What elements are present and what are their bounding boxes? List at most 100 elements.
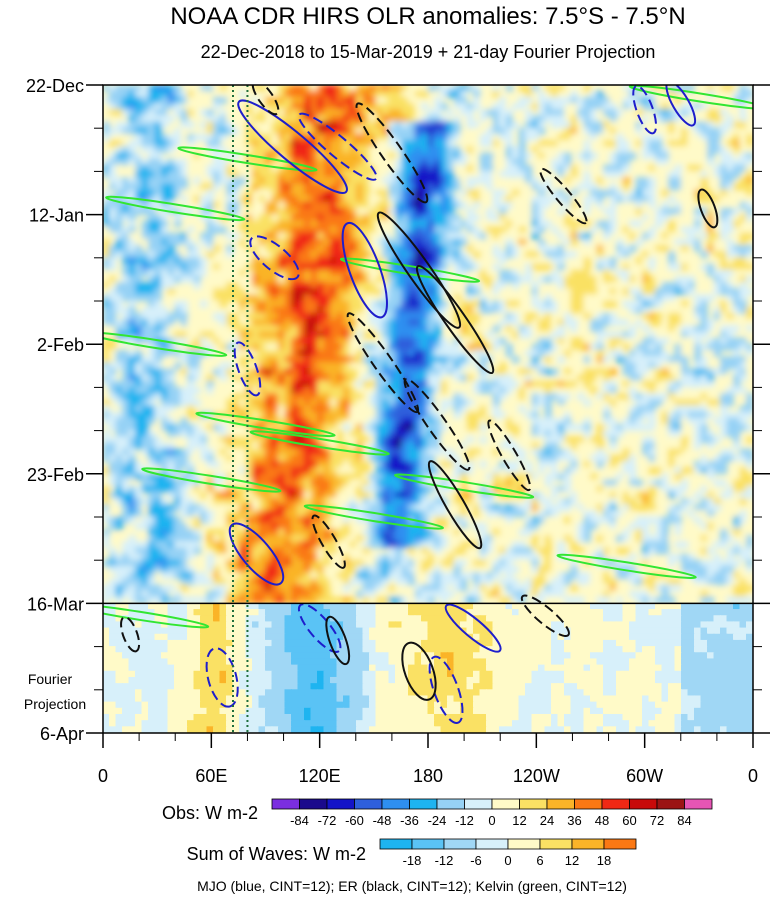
obs-cell bbox=[375, 85, 383, 92]
obs-cell bbox=[109, 96, 117, 105]
obs-cell bbox=[291, 343, 299, 351]
obs-cell bbox=[544, 103, 552, 111]
obs-cell bbox=[414, 214, 422, 222]
obs-cell bbox=[427, 201, 435, 209]
obs-cell bbox=[226, 405, 234, 413]
obs-cell bbox=[421, 343, 429, 351]
obs-cell bbox=[414, 436, 422, 444]
obs-cell bbox=[525, 121, 533, 129]
obs-cell bbox=[421, 238, 429, 246]
obs-cell bbox=[687, 374, 695, 382]
obs-cell bbox=[252, 195, 260, 203]
obs-cell bbox=[466, 183, 474, 191]
obs-cell bbox=[317, 195, 325, 203]
obs-cell bbox=[557, 430, 565, 438]
obs-cell bbox=[687, 263, 695, 271]
obs-cell bbox=[700, 140, 708, 148]
obs-cell bbox=[674, 380, 682, 388]
obs-cell bbox=[356, 312, 364, 321]
obs-cell bbox=[414, 177, 422, 185]
obs-cell bbox=[668, 220, 676, 228]
obs-cell bbox=[161, 331, 169, 339]
obs-cell bbox=[642, 220, 650, 228]
obs-cell bbox=[103, 133, 110, 142]
obs-cell bbox=[635, 411, 643, 419]
obs-cell bbox=[154, 393, 162, 401]
obs-cell bbox=[499, 374, 507, 382]
obs-cell bbox=[336, 368, 344, 376]
obs-cell bbox=[596, 90, 604, 98]
obs-cell bbox=[583, 177, 591, 185]
obs-cell bbox=[746, 183, 753, 191]
obs-cell bbox=[265, 411, 273, 419]
obs-cell bbox=[122, 275, 130, 284]
obs-cell bbox=[395, 183, 403, 191]
obs-cell bbox=[336, 152, 344, 160]
obs-cell bbox=[330, 393, 338, 401]
obs-cell bbox=[375, 411, 383, 419]
obs-cell bbox=[232, 177, 240, 185]
obs-cell bbox=[570, 374, 578, 382]
obs-cell bbox=[486, 263, 494, 271]
obs-cell bbox=[635, 423, 643, 432]
obs-cell bbox=[414, 319, 422, 327]
obs-cell bbox=[265, 423, 273, 432]
obs-cell bbox=[135, 121, 143, 129]
obs-cell bbox=[596, 374, 604, 382]
obs-cell bbox=[239, 127, 247, 135]
obs-cell bbox=[278, 257, 286, 265]
obs-cell bbox=[583, 288, 591, 296]
obs-cell bbox=[297, 195, 305, 203]
obs-cell bbox=[505, 442, 513, 450]
obs-cell bbox=[148, 405, 156, 413]
obs-cell bbox=[421, 232, 429, 240]
obs-cell bbox=[479, 362, 487, 370]
obs-cell bbox=[447, 257, 455, 265]
obs-cell bbox=[122, 393, 130, 401]
obs-cell bbox=[739, 109, 747, 117]
obs-cell bbox=[103, 164, 110, 172]
obs-cell bbox=[557, 232, 565, 240]
obs-cell bbox=[570, 232, 578, 240]
obs-cell bbox=[473, 448, 481, 456]
obs-cell bbox=[180, 109, 188, 117]
obs-cell bbox=[115, 146, 123, 154]
obs-cell bbox=[265, 244, 273, 253]
obs-cell bbox=[154, 201, 162, 209]
obs-cell bbox=[343, 90, 351, 98]
obs-cell bbox=[460, 423, 468, 432]
obs-cell bbox=[681, 244, 689, 253]
obs-cell bbox=[148, 417, 156, 425]
obs-cell bbox=[577, 257, 585, 265]
obs-cell bbox=[154, 269, 162, 277]
obs-cell bbox=[616, 244, 624, 253]
obs-cell bbox=[408, 103, 416, 111]
obs-cell bbox=[161, 368, 169, 376]
obs-cell bbox=[356, 244, 364, 253]
obs-cell bbox=[577, 294, 585, 302]
obs-cell bbox=[304, 393, 312, 401]
obs-cell bbox=[414, 275, 422, 284]
obs-cell bbox=[232, 207, 240, 216]
obs-cell bbox=[434, 300, 442, 308]
obs-cell bbox=[336, 244, 344, 253]
obs-cell bbox=[128, 288, 136, 296]
obs-cell bbox=[154, 448, 162, 456]
obs-cell bbox=[382, 300, 390, 308]
obs-cell bbox=[713, 405, 721, 413]
obs-cell bbox=[174, 85, 182, 92]
obs-cell bbox=[395, 331, 403, 339]
obs-cell bbox=[323, 294, 331, 302]
obs-cell bbox=[310, 207, 318, 216]
obs-cell bbox=[330, 312, 338, 321]
obs-cell bbox=[408, 448, 416, 456]
obs-cell bbox=[103, 319, 110, 327]
obs-cell bbox=[135, 244, 143, 253]
obs-cell bbox=[167, 281, 175, 290]
obs-cell bbox=[115, 164, 123, 172]
obs-cell bbox=[466, 158, 474, 166]
obs-cell bbox=[122, 201, 130, 209]
obs-cell bbox=[408, 257, 416, 265]
obs-cell bbox=[362, 343, 370, 351]
obs-cell bbox=[421, 127, 429, 135]
